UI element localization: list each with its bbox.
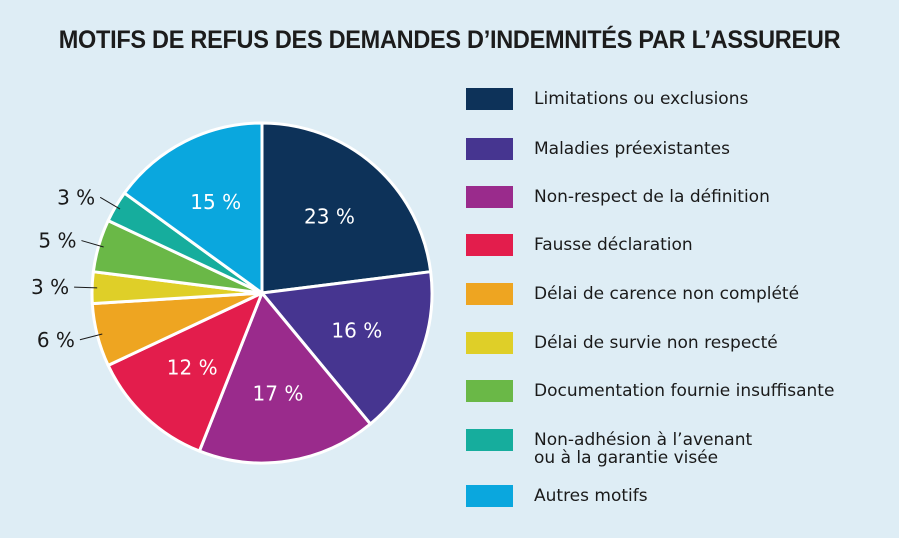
pie-slice [122,121,264,295]
pie-slice [106,291,264,453]
legend-label: Non-adhésion à l’avenant ou à la garanti… [534,430,753,468]
legend-item: Fausse déclaration [466,234,886,260]
legend-swatch [466,429,513,451]
legend-swatch [466,234,513,256]
slice-value-label: 12 % [167,355,218,379]
slice-value-label: 3 % [31,275,69,299]
legend-swatch [466,138,513,160]
slice-value-label: 17 % [253,382,304,406]
legend-swatch [466,283,513,305]
legend-item: Délai de survie non respecté [466,332,886,358]
legend-item: Non-adhésion à l’avenant ou à la garanti… [466,429,886,467]
slice-value-label: 15 % [190,190,241,214]
legend-swatch [466,332,513,354]
legend-item: Limitations ou exclusions [466,88,886,114]
leader-line [74,286,98,289]
legend-swatch [466,380,513,402]
legend-label: Documentation fournie insuffisante [534,381,835,401]
legend-label: Fausse déclaration [534,235,693,255]
slice-value-label: 6 % [37,328,75,352]
legend-item: Maladies préexistantes [466,138,886,164]
legend-item: Délai de carence non complété [466,283,886,309]
legend-label: Maladies préexistantes [534,139,730,159]
legend-label: Délai de carence non complété [534,284,800,304]
legend-item: Non-respect de la définition [466,186,886,212]
slice-value-label: 3 % [57,185,95,209]
slice-value-label: 16 % [331,319,382,343]
pie-slice [260,121,433,295]
leader-line [99,196,121,210]
legend-swatch [466,88,513,110]
chart-title: MOTIFS DE REFUS DES DEMANDES D’INDEMNITÉ… [58,26,841,54]
leader-line [81,240,104,248]
pie-slice [197,291,372,465]
legend-item: Documentation fournie insuffisante [466,380,886,406]
legend-swatch [466,186,513,208]
legend-label: Autres motifs [534,486,648,506]
legend-label: Limitations ou exclusions [534,89,749,109]
slice-value-label: 5 % [38,229,76,253]
legend-label: Délai de survie non respecté [534,333,778,353]
legend-label: Non-respect de la définition [534,187,770,207]
leader-line [79,333,103,341]
legend-item: Autres motifs [466,485,886,511]
slice-value-label: 23 % [304,204,355,228]
legend-swatch [466,485,513,507]
pie-slice [260,270,434,426]
